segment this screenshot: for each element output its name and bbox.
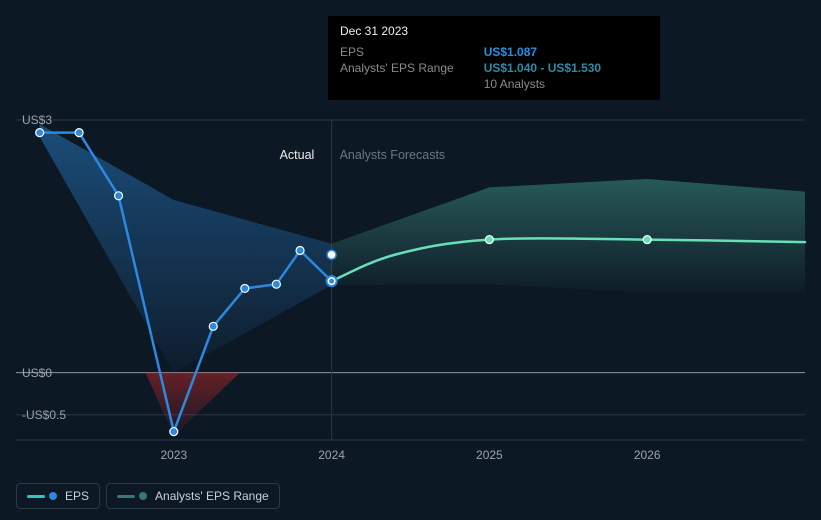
tooltip-row-value: US$1.040 - US$1.530 (484, 60, 601, 76)
tooltip-table: EPSUS$1.087Analysts' EPS RangeUS$1.040 -… (340, 44, 601, 92)
eps-forecast-chart: US$3US$0-US$0.5 2023202420252026 Actual … (0, 0, 821, 520)
chart-tooltip: Dec 31 2023 EPSUS$1.087Analysts' EPS Ran… (328, 16, 660, 100)
actual-section-label: Actual (280, 148, 315, 162)
tooltip-row: Analysts' EPS RangeUS$1.040 - US$1.530 (340, 60, 601, 76)
x-axis-label: 2026 (634, 448, 661, 462)
legend-item-eps[interactable]: EPS (16, 483, 100, 509)
legend-item-label: EPS (65, 489, 89, 503)
x-axis-label: 2025 (476, 448, 503, 462)
legend-item-label: Analysts' EPS Range (155, 489, 269, 503)
tooltip-date: Dec 31 2023 (340, 24, 648, 38)
legend-line-icon (27, 495, 45, 498)
legend-dot-icon (49, 492, 57, 500)
tooltip-row: EPSUS$1.087 (340, 44, 601, 60)
y-axis-label: US$3 (0, 113, 50, 127)
legend-item-analysts-range[interactable]: Analysts' EPS Range (106, 483, 280, 509)
y-axis-label: -US$0.5 (0, 408, 50, 422)
tooltip-row-label: EPS (340, 44, 484, 60)
chart-legend: EPS Analysts' EPS Range (16, 483, 280, 509)
legend-dot-icon (139, 492, 147, 500)
x-axis-label: 2024 (318, 448, 345, 462)
legend-line-icon (117, 495, 135, 498)
x-axis-label: 2023 (160, 448, 187, 462)
y-axis-label: US$0 (0, 366, 50, 380)
tooltip-analyst-count: 10 Analysts (484, 76, 601, 92)
forecast-section-label: Analysts Forecasts (340, 148, 446, 162)
tooltip-row-value: US$1.087 (484, 44, 601, 60)
tooltip-row: 10 Analysts (340, 76, 601, 92)
tooltip-row-label: Analysts' EPS Range (340, 60, 484, 76)
